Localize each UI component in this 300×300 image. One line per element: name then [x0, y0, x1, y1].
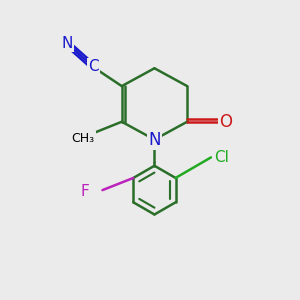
Text: C: C	[88, 59, 99, 74]
Text: Cl: Cl	[214, 150, 229, 165]
Text: N: N	[148, 130, 161, 148]
Text: O: O	[219, 113, 232, 131]
Text: CH₃: CH₃	[72, 132, 95, 145]
Text: N: N	[61, 35, 73, 50]
Text: F: F	[80, 184, 89, 199]
